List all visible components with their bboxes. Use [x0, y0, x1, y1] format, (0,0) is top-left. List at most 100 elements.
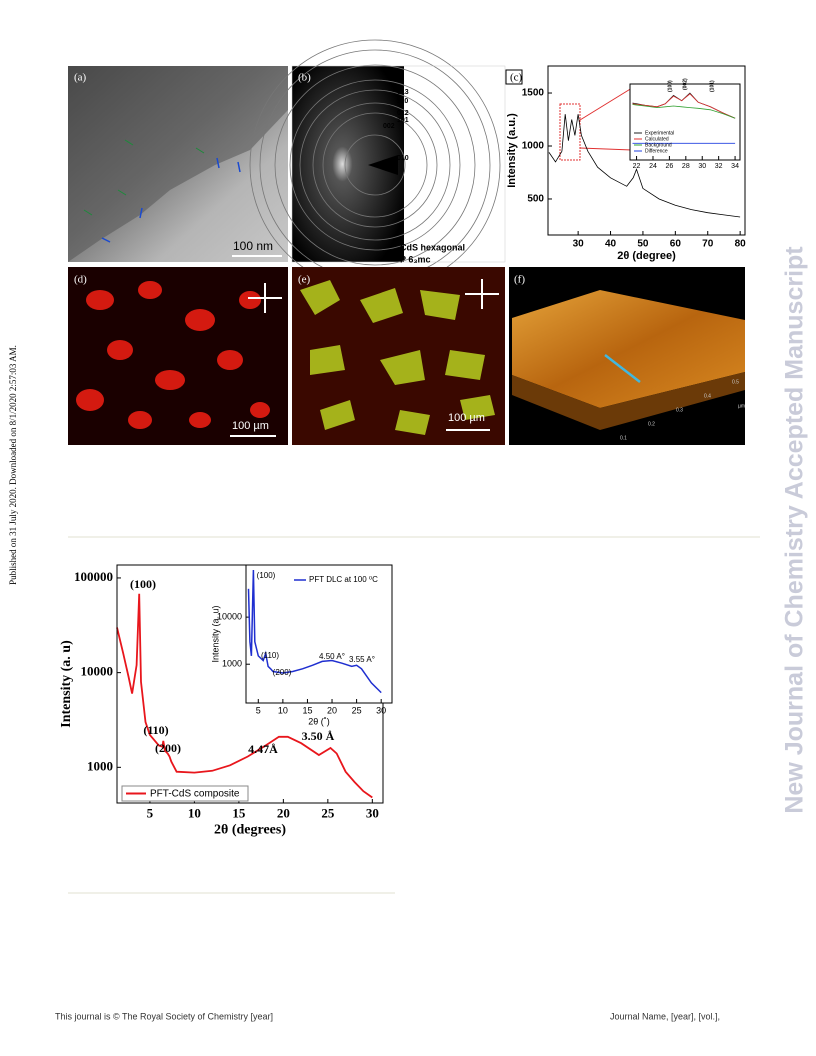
scale-bar-label: 100 nm [233, 239, 273, 253]
panel-label: (b) [298, 72, 311, 84]
series-line [548, 114, 741, 218]
x-tick-label: 80 [735, 239, 747, 250]
afm-surface [512, 290, 745, 408]
annotation: 4.50 A° [319, 652, 345, 661]
scale-bar-label: 100 µm [448, 412, 485, 424]
zoom-lines [579, 87, 633, 151]
x-tick-label: 70 [702, 239, 714, 250]
legend-label: PFT-CdS composite [150, 789, 240, 800]
x-tick-label: 20 [327, 705, 337, 715]
beam-stop [368, 155, 398, 175]
series-line [632, 104, 736, 119]
x-axis-label: 2θ (degrees) [214, 823, 286, 838]
plot-background [246, 565, 392, 703]
panel-label: (c) [510, 72, 523, 84]
afm-tick: 0.2 [648, 421, 655, 427]
x-tick-label: 5 [147, 806, 154, 821]
green-arrows [83, 139, 205, 216]
panel-label: (f) [514, 274, 525, 286]
x-tick-label: 15 [302, 705, 312, 715]
y-tick-label: 10000 [217, 612, 242, 622]
chart: 22 24 26 28 30 32 34 (100) (002) (101) Experimenta… [629, 78, 741, 170]
plot-frame [245, 564, 393, 704]
y-axis-label: Intensity (a. u) [210, 605, 220, 662]
footer-left: This journal is © The Royal Society of C… [55, 1011, 273, 1021]
panel-label: (a) [74, 72, 87, 84]
x-tick-label: 26 [666, 163, 674, 170]
plot-frame [547, 65, 746, 236]
y-tick-label: 1000 [87, 758, 113, 773]
ring-label: 010 [397, 155, 409, 162]
plot-frame [629, 83, 741, 161]
y-tick-label: 100000 [74, 569, 113, 584]
ring-label: 002 [383, 123, 395, 130]
scale-bars [230, 255, 490, 437]
annotation: (100) [257, 571, 276, 580]
red-domains [76, 281, 270, 429]
zoom-box [559, 103, 581, 161]
panel-label-box [505, 69, 523, 85]
x-tick-label: 30 [573, 239, 585, 250]
y-axis-label: Intensity (a. u) [59, 640, 74, 728]
annotation: 3.55 A° [349, 655, 375, 664]
x-tick-label: 10 [188, 806, 201, 821]
panel-label: (e) [298, 274, 311, 286]
annotation: 3.50 Å [302, 729, 335, 743]
x-tick-label: 60 [670, 239, 682, 250]
afm-profile [604, 354, 641, 383]
polarizer-crosses [248, 279, 499, 313]
x-tick-label: 5 [256, 705, 261, 715]
ring-label: 013 [397, 89, 409, 96]
peak-label: (101) [709, 80, 715, 92]
x-tick-label: 34 [731, 163, 739, 170]
afm-unit: µm [738, 403, 745, 409]
legend-label: Background [645, 142, 672, 148]
x-axis-label: 2θ (˚) [308, 716, 330, 726]
ring-label: 110 [397, 98, 408, 105]
series-line [116, 593, 373, 799]
watermark: New Journal of Chemistry Accepted Manusc… [781, 246, 809, 814]
y-tick-label: 1000 [522, 141, 545, 152]
legend-label: Calculated [645, 136, 669, 142]
x-tick-label: 32 [715, 163, 723, 170]
legend-box [121, 785, 249, 802]
x-tick-label: 30 [376, 705, 386, 715]
panel-label: (d) [74, 274, 87, 286]
figure-1 [68, 39, 745, 445]
afm-tick: 0.3 [676, 407, 683, 413]
x-tick-label: 25 [321, 806, 335, 821]
x-tick-label: 22 [633, 163, 641, 170]
legend-label: Experimental [645, 130, 674, 136]
plot-background [630, 84, 740, 160]
green-domains [300, 280, 495, 435]
x-tick-label: 24 [649, 163, 657, 170]
peak-label: (100) [667, 80, 673, 92]
side-note: Published on 31 July 2020. Downloaded on… [8, 345, 18, 585]
y-tick-label: 500 [527, 194, 544, 205]
x-axis-label: 2θ (degree) [617, 250, 676, 262]
scale-bar-label: 100 µm [232, 420, 269, 432]
legend-label: PFT DLC at 100 ⁰C [309, 575, 378, 584]
chart: 5 10 15 20 25 30 1000 10000 100000 2θ (degrees) In… [59, 564, 384, 838]
annotation: (110) [261, 651, 279, 660]
panel-frame [291, 65, 506, 263]
annotation: 4.47Å [248, 742, 278, 756]
y-tick-label: 1000 [222, 659, 242, 669]
afm-tick: 0.4 [704, 393, 711, 399]
x-tick-label: 28 [682, 163, 690, 170]
x-tick-label: 30 [698, 163, 706, 170]
annotation: (200) [273, 668, 292, 677]
ring-label: 101 [397, 117, 409, 124]
x-tick-label: 30 [366, 806, 379, 821]
x-tick-label: 20 [277, 806, 290, 821]
afm-side [512, 372, 745, 430]
annotation: (100) [130, 577, 156, 591]
y-tick-label: 10000 [81, 664, 114, 679]
afm-tick: 0.1 [620, 435, 627, 441]
annotation: (200) [155, 741, 181, 755]
blue-arrows [101, 157, 241, 243]
chart: 30 40 50 60 70 80 500 1000 1500 2θ (degree) Intens… [506, 65, 747, 262]
x-tick-label: 10 [278, 705, 288, 715]
tem-particle [68, 66, 288, 262]
